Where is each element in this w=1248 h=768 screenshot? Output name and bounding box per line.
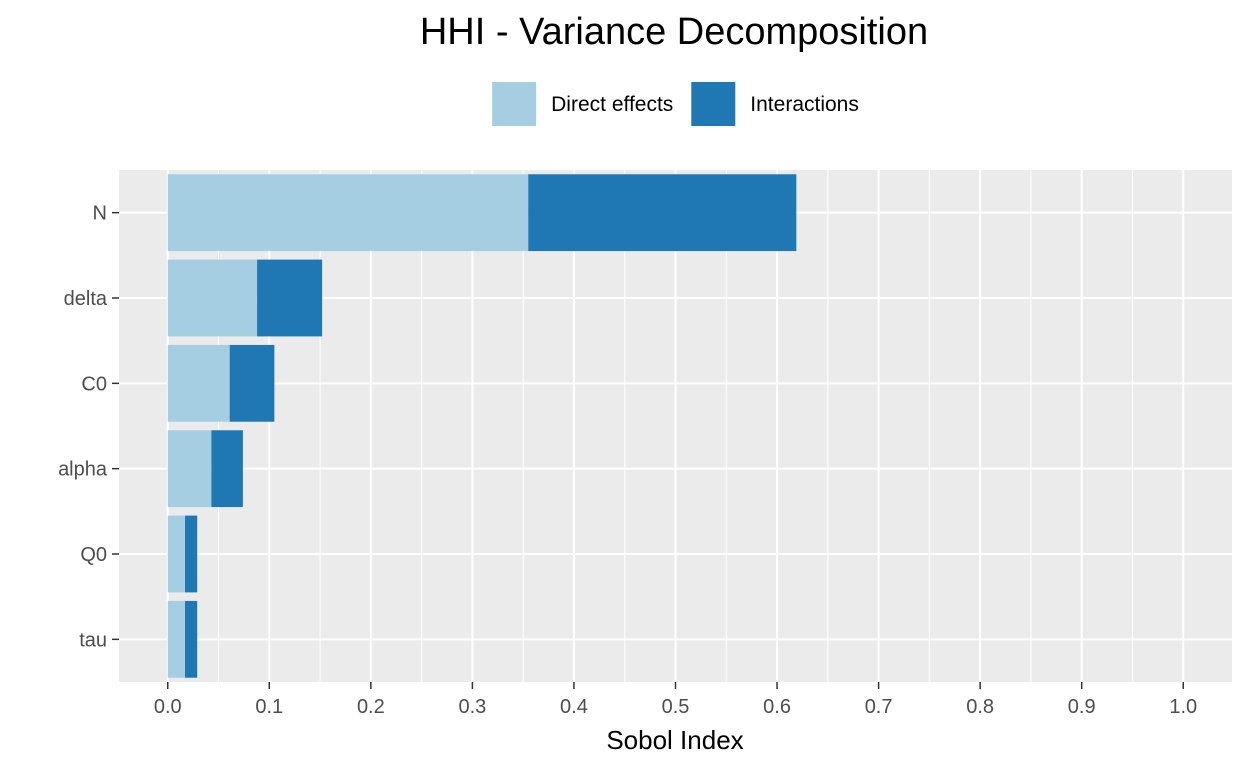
- x-tick-label: 0.3: [458, 696, 486, 718]
- x-tick-label: 0.2: [357, 696, 385, 718]
- x-tick-label: 0.0: [154, 696, 182, 718]
- bar-interactions: [528, 174, 797, 252]
- bar-interactions: [229, 344, 275, 422]
- bar-direct-effects: [167, 174, 529, 252]
- legend-label: Interactions: [750, 93, 859, 116]
- y-tick-label: delta: [64, 288, 108, 310]
- bar-interactions: [185, 515, 198, 593]
- y-tick-label: N: [93, 203, 107, 225]
- x-tick-label: 0.9: [1068, 696, 1096, 718]
- x-tick-label: 0.8: [966, 696, 994, 718]
- minor-gridlines: [218, 170, 1133, 682]
- y-tick-label: C0: [81, 373, 107, 395]
- bar-interactions: [185, 600, 198, 678]
- legend-key: [492, 82, 537, 126]
- bars: [167, 174, 797, 678]
- x-tick-label: 0.4: [560, 696, 588, 718]
- legend-key: [691, 82, 736, 126]
- y-tick-label: Q0: [80, 544, 107, 566]
- bar-direct-effects: [167, 259, 258, 337]
- bar-direct-effects: [167, 344, 230, 422]
- x-tick-label: 0.7: [865, 696, 893, 718]
- legend: Direct effects Interactions: [492, 82, 859, 126]
- bar-interactions: [211, 430, 243, 508]
- x-tick-label: 0.6: [763, 696, 791, 718]
- x-tick-label: 1.0: [1169, 696, 1197, 718]
- y-tick-label: tau: [79, 629, 107, 651]
- y-tick-label: alpha: [58, 459, 108, 481]
- bar-direct-effects: [167, 430, 212, 508]
- bar-interactions: [257, 259, 323, 337]
- bar-direct-effects: [167, 600, 186, 678]
- legend-label: Direct effects: [551, 93, 673, 116]
- x-axis-title: Sobol Index: [606, 725, 743, 755]
- x-axis: 0.0 0.1 0.2 0.3 0.4 0.5 0.6 0.7 0.8 0.9 1.0: [154, 682, 1197, 718]
- x-tick-label: 0.1: [255, 696, 283, 718]
- x-tick-label: 0.5: [662, 696, 690, 718]
- chart-title: HHI - Variance Decomposition: [420, 11, 928, 53]
- bar-direct-effects: [167, 515, 186, 593]
